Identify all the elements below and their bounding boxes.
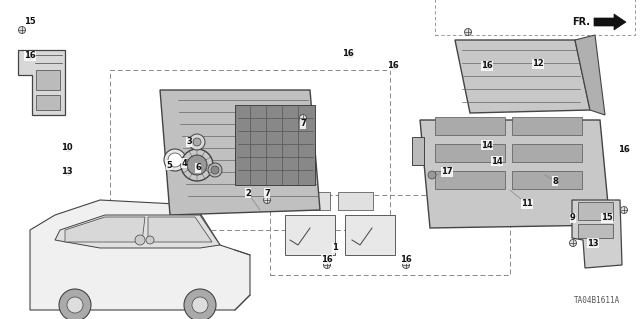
Text: 11: 11 bbox=[521, 199, 533, 209]
Text: FR.: FR. bbox=[572, 17, 590, 27]
Circle shape bbox=[493, 158, 500, 165]
Polygon shape bbox=[55, 215, 220, 248]
Polygon shape bbox=[575, 35, 605, 115]
Circle shape bbox=[483, 63, 490, 70]
Bar bbox=[435, 171, 505, 189]
Text: 16: 16 bbox=[400, 255, 412, 263]
Text: 2: 2 bbox=[245, 189, 251, 197]
Text: 17: 17 bbox=[441, 167, 453, 176]
Bar bbox=[295, 192, 330, 210]
Bar bbox=[578, 224, 613, 238]
Circle shape bbox=[300, 115, 307, 122]
Text: 1: 1 bbox=[332, 243, 338, 253]
Bar bbox=[435, 117, 505, 135]
Text: 5: 5 bbox=[166, 160, 172, 169]
Circle shape bbox=[323, 262, 330, 269]
Circle shape bbox=[184, 289, 216, 319]
Circle shape bbox=[570, 240, 577, 247]
Circle shape bbox=[390, 63, 397, 70]
Circle shape bbox=[146, 236, 154, 244]
Text: 15: 15 bbox=[24, 18, 36, 26]
Polygon shape bbox=[148, 217, 212, 242]
Bar bbox=[285, 215, 335, 255]
Text: 14: 14 bbox=[491, 157, 503, 166]
Text: 15: 15 bbox=[601, 213, 613, 222]
Bar bbox=[512, 144, 582, 162]
Bar bbox=[578, 202, 613, 220]
Polygon shape bbox=[594, 14, 626, 30]
Text: 6: 6 bbox=[195, 164, 201, 173]
Circle shape bbox=[589, 240, 596, 247]
Text: 3: 3 bbox=[186, 137, 192, 146]
Circle shape bbox=[621, 206, 627, 213]
Polygon shape bbox=[160, 90, 320, 215]
Bar bbox=[435, 0, 635, 35]
Text: 4: 4 bbox=[181, 159, 187, 167]
Text: TA04B1611A: TA04B1611A bbox=[573, 296, 620, 305]
Text: 16: 16 bbox=[387, 62, 399, 70]
Circle shape bbox=[59, 289, 91, 319]
Bar bbox=[235, 105, 315, 185]
Circle shape bbox=[187, 155, 207, 175]
Circle shape bbox=[189, 134, 205, 150]
Polygon shape bbox=[572, 200, 622, 268]
Circle shape bbox=[623, 145, 630, 152]
Text: 13: 13 bbox=[587, 239, 599, 248]
Bar bbox=[435, 144, 505, 162]
Polygon shape bbox=[420, 120, 610, 228]
Circle shape bbox=[346, 50, 353, 57]
Circle shape bbox=[483, 142, 490, 149]
Text: 16: 16 bbox=[481, 62, 493, 70]
Circle shape bbox=[181, 149, 213, 181]
Polygon shape bbox=[18, 50, 65, 115]
Circle shape bbox=[208, 163, 222, 177]
Bar bbox=[512, 117, 582, 135]
Circle shape bbox=[465, 28, 472, 35]
Polygon shape bbox=[30, 200, 250, 310]
Text: 10: 10 bbox=[61, 144, 73, 152]
Circle shape bbox=[65, 145, 72, 152]
Circle shape bbox=[168, 153, 182, 167]
Text: 9: 9 bbox=[570, 213, 576, 222]
Text: 12: 12 bbox=[532, 60, 544, 69]
Bar bbox=[338, 192, 373, 210]
Circle shape bbox=[264, 197, 271, 204]
Text: 16: 16 bbox=[24, 51, 36, 61]
Circle shape bbox=[428, 171, 436, 179]
Circle shape bbox=[211, 166, 219, 174]
Circle shape bbox=[65, 168, 72, 175]
Text: 13: 13 bbox=[61, 167, 73, 176]
Circle shape bbox=[67, 297, 83, 313]
Circle shape bbox=[193, 138, 201, 146]
Bar bbox=[270, 195, 510, 275]
Circle shape bbox=[26, 53, 33, 60]
Text: 14: 14 bbox=[481, 140, 493, 150]
Circle shape bbox=[164, 149, 186, 171]
Circle shape bbox=[192, 297, 208, 313]
Bar bbox=[110, 70, 390, 230]
Polygon shape bbox=[65, 217, 145, 242]
Bar bbox=[345, 215, 395, 255]
Text: 16: 16 bbox=[342, 49, 354, 58]
Text: 16: 16 bbox=[321, 255, 333, 263]
Bar bbox=[36, 95, 60, 110]
Text: 7: 7 bbox=[300, 120, 306, 129]
Text: 7: 7 bbox=[264, 189, 270, 197]
Bar bbox=[36, 70, 60, 90]
Text: 8: 8 bbox=[552, 176, 558, 186]
Bar bbox=[412, 137, 424, 165]
Polygon shape bbox=[455, 40, 590, 113]
Bar bbox=[512, 171, 582, 189]
Circle shape bbox=[403, 262, 410, 269]
Circle shape bbox=[19, 26, 26, 33]
Text: 16: 16 bbox=[618, 145, 630, 153]
Circle shape bbox=[135, 235, 145, 245]
Circle shape bbox=[484, 63, 492, 70]
